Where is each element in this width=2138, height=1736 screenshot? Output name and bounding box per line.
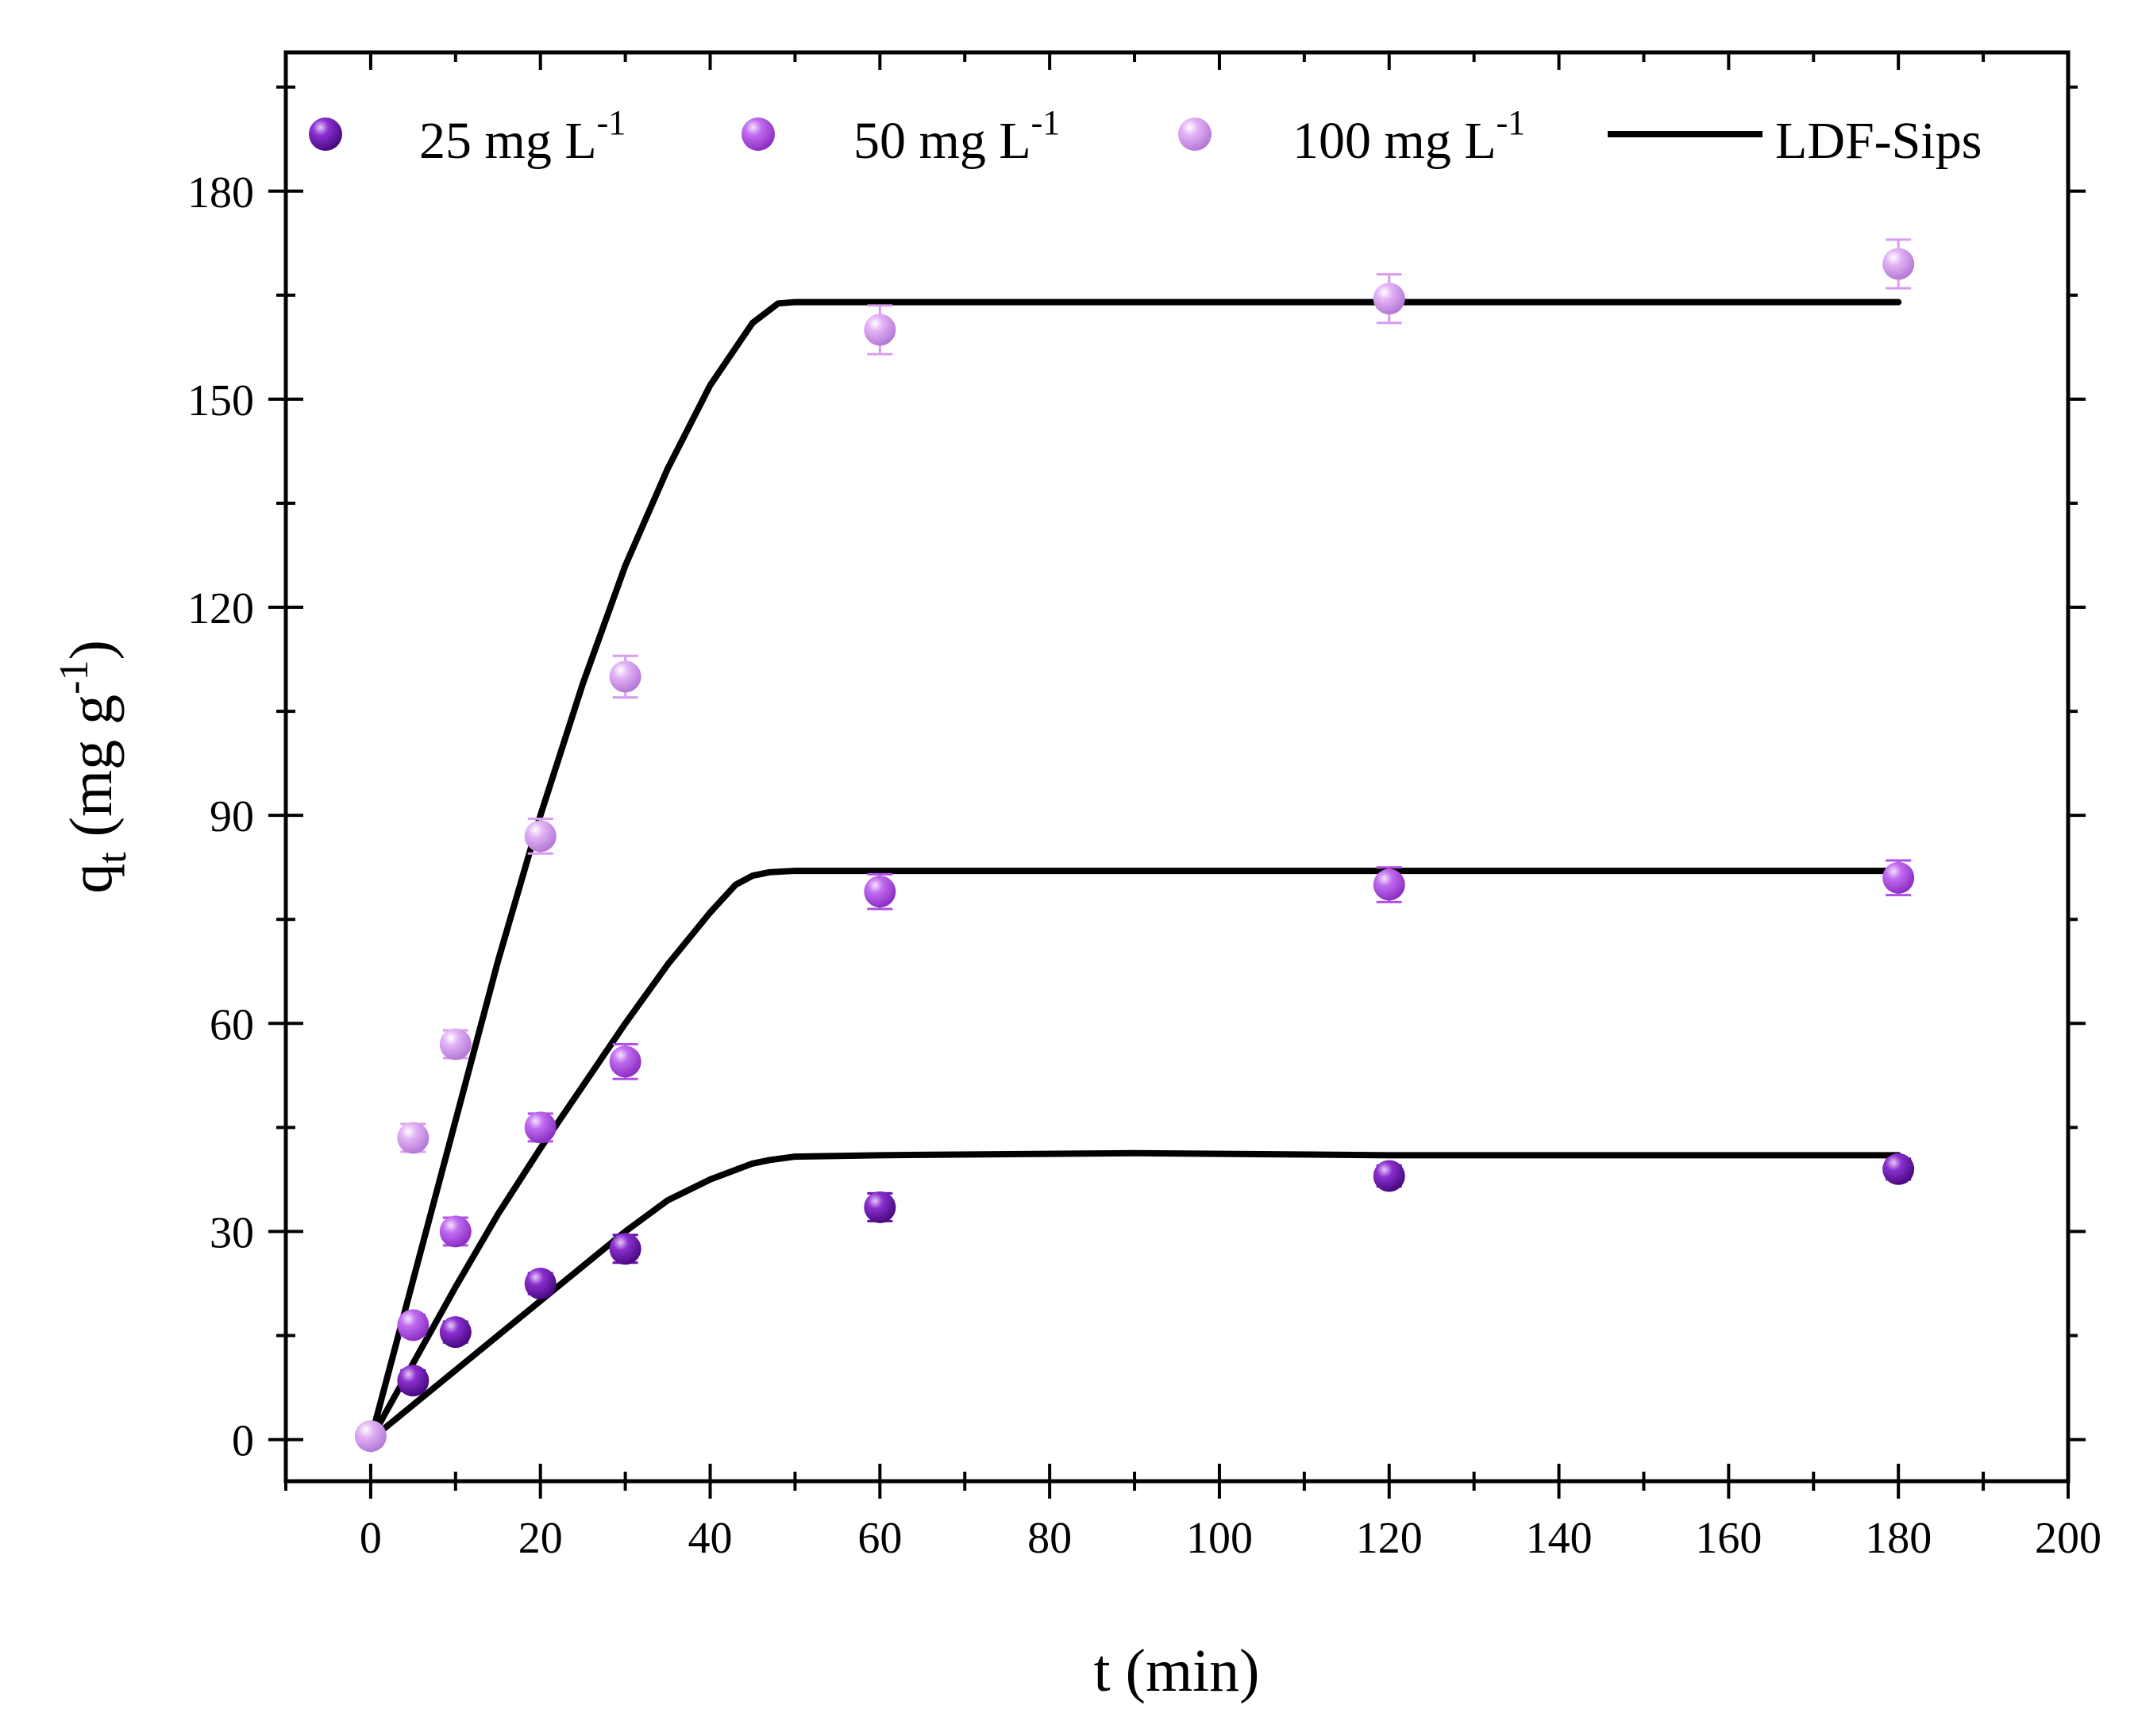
data-point (864, 314, 896, 346)
legend: 25 mg L-1 50 mg L-1 100 mg L-1 LDF-Sips (309, 103, 1982, 170)
x-tick-label: 100 (1186, 1514, 1253, 1563)
data-point (1882, 1153, 1915, 1185)
y-axis-title: qt (mg g-1) (52, 640, 135, 894)
legend-label: 100 mg L-1 (1292, 103, 1525, 170)
data-point (1373, 868, 1405, 901)
y-tick-label: 120 (187, 584, 254, 633)
legend-label-main: 25 mg L (419, 112, 597, 170)
plot-area-border (283, 50, 2071, 1484)
data-point (439, 1215, 472, 1248)
legend-label: LDF-Sips (1775, 112, 1982, 170)
data-point (397, 1122, 430, 1154)
x-axis-tick-labels: 0 20 40 60 80 100 120 140 160 180 200 (360, 1514, 2101, 1563)
legend-label-main: 100 mg L (1292, 112, 1497, 170)
legend-label-main: 50 mg L (853, 112, 1031, 170)
x-axis-ticks (284, 52, 2070, 1499)
data-markers (354, 248, 1915, 1453)
x-tick-label: 60 (857, 1514, 902, 1563)
data-point (609, 660, 641, 693)
x-tick-label: 160 (1695, 1514, 1762, 1563)
y-axis-title-sub: t (90, 852, 135, 864)
fit-line-2 (367, 298, 1902, 1443)
data-point (864, 876, 896, 908)
data-point (524, 1111, 557, 1144)
data-point (397, 1365, 430, 1397)
y-tick-label: 0 (232, 1417, 254, 1466)
data-point (609, 1233, 641, 1265)
data-point (439, 1028, 472, 1060)
legend-label-main: LDF-Sips (1775, 112, 1982, 170)
y-axis-tick-labels: 0 30 60 90 120 150 180 (187, 168, 254, 1466)
data-point (864, 1191, 896, 1223)
x-tick-label: 140 (1526, 1514, 1593, 1563)
legend-item: 100 mg L-1 (1178, 103, 1525, 170)
legend-marker (1178, 117, 1212, 151)
legend-label-sup: -1 (597, 103, 626, 142)
y-tick-label: 180 (187, 168, 254, 217)
x-tick-label: 80 (1027, 1514, 1072, 1563)
x-tick-label: 20 (518, 1514, 563, 1563)
data-point (1373, 283, 1405, 315)
data-point (354, 1420, 387, 1453)
legend-label-sup: -1 (1497, 103, 1526, 142)
x-tick-label: 0 (360, 1514, 382, 1563)
x-tick-label: 180 (1865, 1514, 1932, 1563)
legend-marker (742, 117, 775, 151)
fit-line-0 (367, 1149, 1902, 1443)
x-axis-title: t (min) (1094, 1638, 1260, 1704)
data-point (397, 1309, 430, 1341)
y-tick-label: 60 (210, 1000, 254, 1049)
y-axis-title-sup: -1 (52, 660, 97, 695)
legend-item: 25 mg L-1 (309, 103, 626, 170)
data-point (1882, 248, 1915, 280)
y-axis-title-main: q (58, 864, 125, 894)
x-tick-label: 120 (1356, 1514, 1423, 1563)
legend-label: 25 mg L-1 (419, 103, 626, 170)
legend-label-sup: -1 (1031, 103, 1061, 142)
fit-line-1 (367, 868, 1902, 1443)
y-axis-ticks (268, 85, 2086, 1442)
plot-frame (283, 50, 2071, 1484)
legend-item: LDF-Sips (1608, 112, 1982, 170)
y-tick-label: 30 (210, 1208, 254, 1257)
legend-label: 50 mg L-1 (853, 103, 1060, 170)
x-tick-label: 40 (688, 1514, 733, 1563)
legend-item: 50 mg L-1 (742, 103, 1060, 170)
data-point (439, 1316, 472, 1349)
x-tick-label: 200 (2035, 1514, 2101, 1563)
data-point (609, 1045, 641, 1078)
data-point (524, 820, 557, 853)
y-axis-title-unit: (mg g (58, 695, 125, 852)
data-point (1882, 861, 1915, 894)
data-point (1373, 1160, 1405, 1192)
fit-lines (367, 298, 1902, 1443)
legend-marker (309, 117, 342, 151)
data-point (524, 1267, 557, 1299)
y-tick-label: 150 (187, 376, 254, 425)
y-tick-label: 90 (210, 792, 254, 841)
y-axis-title-close: ) (58, 640, 125, 660)
